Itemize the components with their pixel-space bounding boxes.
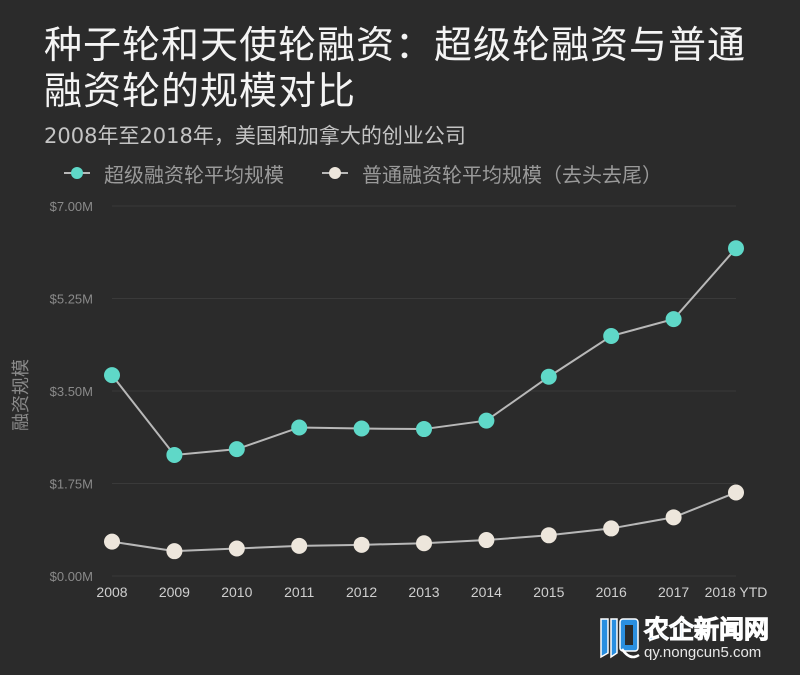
- y-tick-label: $0.00M: [50, 569, 93, 584]
- y-tick-label: $7.00M: [50, 199, 93, 214]
- data-point: [540, 527, 557, 544]
- x-tick-label: 2016: [596, 584, 627, 600]
- y-tick-label: $5.25M: [50, 292, 93, 307]
- data-point: [603, 328, 620, 345]
- data-point: [291, 419, 308, 436]
- x-tick-label: 2013: [408, 584, 439, 600]
- data-point: [291, 537, 308, 554]
- watermark-url: qy.nongcun5.com: [644, 643, 762, 661]
- data-point: [228, 540, 245, 557]
- data-series: [104, 240, 744, 560]
- data-point: [166, 446, 183, 463]
- watermark: 农企新闻网 qy.nongcun5.com: [598, 612, 794, 664]
- data-point: [166, 543, 183, 560]
- watermark-logo-icon: [600, 618, 640, 659]
- y-tick-label: $1.75M: [50, 477, 93, 492]
- x-tick-label: 2015: [533, 584, 564, 600]
- data-point: [353, 420, 370, 437]
- chart-subtitle: 2008年至2018年，美国和加拿大的创业公司: [44, 124, 466, 148]
- legend-marker-icon: [64, 167, 90, 179]
- legend-super-dot: [71, 167, 83, 179]
- gridlines: [112, 205, 736, 577]
- data-point: [665, 509, 682, 526]
- data-point: [665, 311, 682, 328]
- y-axis-ticks: $0.00M $1.75M $3.50M $5.25M $7.00M: [50, 199, 93, 584]
- data-point: [540, 368, 557, 385]
- y-tick-label: $3.50M: [50, 384, 93, 399]
- legend-label-super-round: 超级融资轮平均规模: [104, 162, 284, 187]
- chart-title: 种子轮和天使轮融资：超级轮融资与普通融资轮的规模对比: [44, 23, 747, 113]
- data-point: [478, 412, 495, 429]
- x-tick-label: 2010: [221, 584, 252, 600]
- legend-item-normal-round: 普通融资轮平均规模（去头去尾）: [320, 159, 662, 188]
- legend-marker-icon: [322, 167, 348, 179]
- x-tick-label: 2017: [658, 584, 689, 600]
- data-point: [416, 535, 432, 552]
- x-tick-label: 2008: [96, 584, 127, 600]
- data-point: [603, 520, 620, 537]
- x-axis-ticks: 2008 2009 2010 2011 2012 2013 2014 2015 2016 2017…: [96, 584, 767, 600]
- y-axis-label: 融资规模: [11, 359, 32, 431]
- data-point: [728, 240, 744, 257]
- data-point: [416, 421, 432, 438]
- data-point: [353, 536, 370, 553]
- series-normal-round: [104, 484, 744, 560]
- data-point: [728, 484, 744, 501]
- legend-label-normal-round: 普通融资轮平均规模（去头去尾）: [362, 162, 662, 187]
- x-tick-label: 2011: [284, 584, 314, 600]
- data-point: [104, 367, 120, 384]
- watermark-name: 农企新闻网: [643, 614, 770, 644]
- x-tick-label: 2018 YTD: [705, 584, 768, 600]
- series-super-round: [104, 240, 744, 463]
- x-tick-label: 2014: [471, 584, 502, 600]
- data-point: [104, 533, 120, 550]
- legend-normal-dot: [329, 167, 341, 179]
- legend-item-super-round: 超级融资轮平均规模: [62, 159, 284, 188]
- x-tick-label: 2012: [346, 584, 377, 600]
- data-point: [228, 441, 245, 458]
- chart-legend: 超级融资轮平均规模 普通融资轮平均规模（去头去尾）: [62, 158, 698, 188]
- data-point: [478, 532, 495, 549]
- x-tick-label: 2009: [159, 584, 190, 600]
